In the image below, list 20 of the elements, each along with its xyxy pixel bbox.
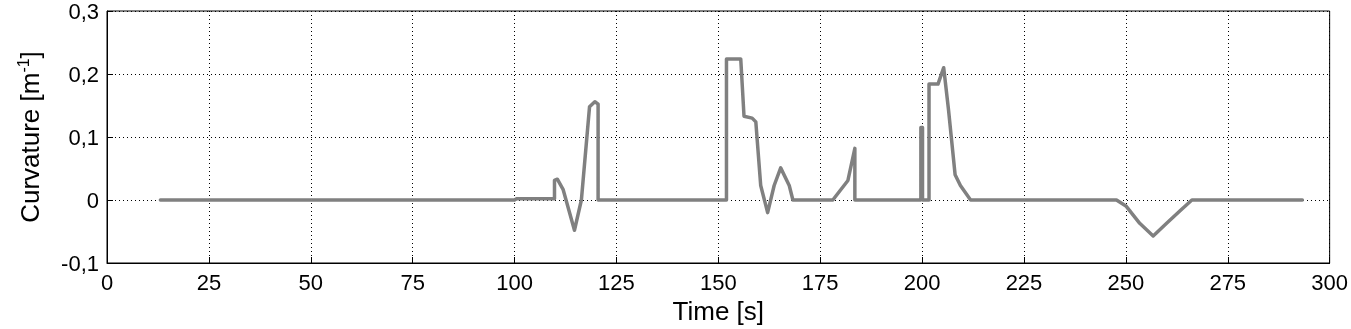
y-axis-title: Curvature [m-1] bbox=[14, 51, 45, 223]
x-tick-label: 300 bbox=[1311, 269, 1349, 295]
x-tick-label: 275 bbox=[1209, 269, 1247, 295]
line-series bbox=[158, 57, 1305, 238]
x-tick-label: 175 bbox=[801, 269, 839, 295]
y-tick-label: 0,2 bbox=[68, 61, 99, 87]
y-tick-label: -0,1 bbox=[61, 250, 99, 276]
x-tick-label: 225 bbox=[1005, 269, 1043, 295]
x-tick-label: 25 bbox=[196, 269, 222, 295]
x-tick-label: 75 bbox=[400, 269, 425, 295]
x-tick-label: 150 bbox=[699, 269, 737, 295]
x-tick-label: 250 bbox=[1107, 269, 1145, 295]
x-tick-label: 50 bbox=[298, 269, 324, 295]
y-tick-label: 0 bbox=[86, 187, 99, 213]
x-axis-title: Time [s] bbox=[672, 295, 765, 326]
x-tick-label: 200 bbox=[903, 269, 941, 295]
x-tick-label: 100 bbox=[496, 269, 533, 295]
y-tick-label: 0,3 bbox=[68, 0, 99, 24]
y-tick-label: 0,1 bbox=[68, 124, 99, 150]
x-tick-label: 125 bbox=[598, 269, 635, 295]
